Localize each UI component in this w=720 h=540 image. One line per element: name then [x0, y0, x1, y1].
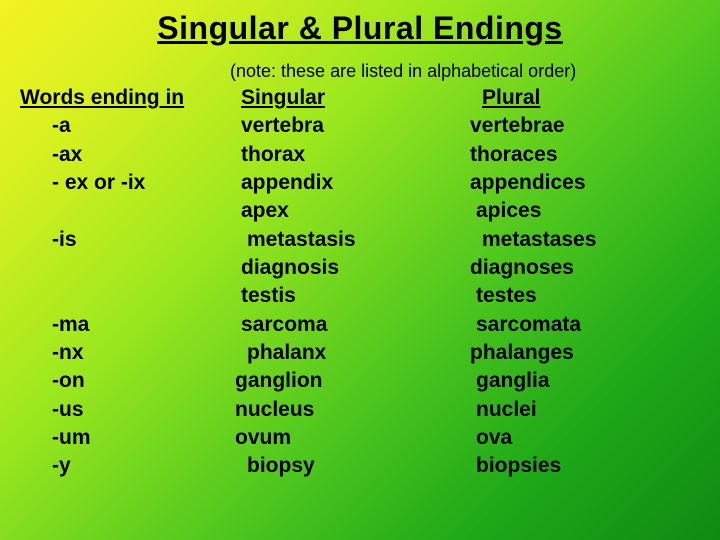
plural-cell: sarcomata [470, 311, 700, 339]
singular-cell: metastasis [235, 226, 470, 254]
singular-cell: sarcoma [235, 311, 470, 339]
ending-cell: -a [20, 112, 235, 140]
plural-cell: thoraces [470, 141, 700, 169]
plural-cell: biopsies [470, 452, 700, 480]
ending-cell: -ax [20, 141, 235, 169]
page-title: Singular & Plural Endings [20, 10, 700, 47]
ending-cell: -nx [20, 339, 235, 367]
plural-cell: ova [470, 424, 700, 452]
singular-cell: thorax [235, 141, 470, 169]
plural-cell: testes [470, 282, 700, 310]
singular-cell: testis [235, 282, 470, 310]
ending-cell: - ex or -ix [20, 169, 235, 197]
alphabetical-note: (note: these are listed in alphabetical … [230, 61, 700, 82]
ending-cell: -ma [20, 311, 235, 339]
ending-cell: -um [20, 424, 235, 452]
ending-cell [20, 282, 235, 310]
plural-cell: apices [470, 197, 700, 225]
singular-cell: appendix [235, 169, 470, 197]
plural-cell: appendices [470, 169, 700, 197]
singular-cell: vertebra [235, 112, 470, 140]
endings-table: Words ending in -a -ax - ex or -ix -is -… [20, 84, 700, 481]
singular-cell: apex [235, 197, 470, 225]
ending-cell [20, 254, 235, 282]
singular-cell: ovum [235, 424, 470, 452]
plural-cell: phalanges [470, 339, 700, 367]
plural-cell: metastases [470, 226, 700, 254]
ending-cell: -us [20, 396, 235, 424]
header-plural: Plural [470, 84, 700, 112]
ending-cell [20, 197, 235, 225]
plural-cell: ganglia [470, 367, 700, 395]
singular-cell: phalanx [235, 339, 470, 367]
col-singular: Singular vertebra thorax appendix apex m… [235, 84, 470, 481]
ending-cell: -y [20, 452, 235, 480]
col-plural: Plural vertebrae thoraces appendices api… [470, 84, 700, 481]
singular-cell: biopsy [235, 452, 470, 480]
header-endings: Words ending in [20, 84, 235, 112]
plural-cell: diagnoses [470, 254, 700, 282]
header-singular: Singular [235, 84, 470, 112]
ending-cell: -is [20, 226, 235, 254]
plural-cell: nuclei [470, 396, 700, 424]
singular-cell: diagnosis [235, 254, 470, 282]
singular-cell: nucleus [235, 396, 470, 424]
plural-cell: vertebrae [470, 112, 700, 140]
col-endings: Words ending in -a -ax - ex or -ix -is -… [20, 84, 235, 481]
singular-cell: ganglion [235, 367, 470, 395]
ending-cell: -on [20, 367, 235, 395]
